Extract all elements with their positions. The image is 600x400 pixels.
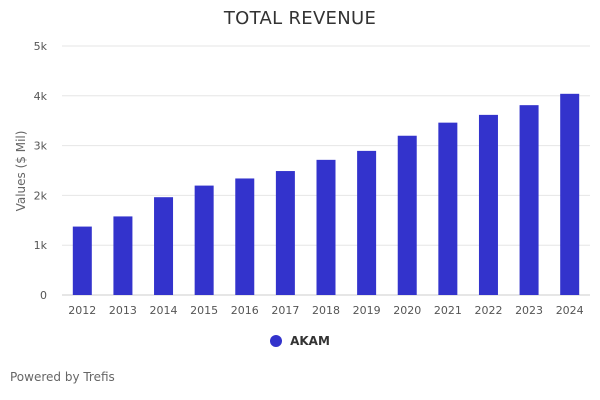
x-tick-label: 2023 bbox=[515, 304, 543, 317]
y-tick-label: 4k bbox=[34, 90, 48, 103]
y-tick-label: 0 bbox=[40, 289, 47, 302]
y-axis-ticks: 0 1k 2k 3k 4k 5k bbox=[34, 40, 48, 302]
legend: AKAM bbox=[0, 334, 600, 348]
bar-2024[interactable] bbox=[560, 93, 580, 295]
x-tick-label: 2021 bbox=[434, 304, 462, 317]
x-tick-label: 2015 bbox=[190, 304, 218, 317]
bar-2014[interactable] bbox=[154, 197, 174, 295]
bar-2016[interactable] bbox=[235, 178, 255, 295]
legend-label: AKAM bbox=[290, 334, 330, 348]
bar-2015[interactable] bbox=[194, 185, 214, 295]
legend-swatch-icon bbox=[270, 335, 283, 347]
bar-2013[interactable] bbox=[113, 216, 133, 295]
bars bbox=[72, 93, 580, 295]
legend-item-akam[interactable]: AKAM bbox=[270, 334, 330, 348]
bar-2022[interactable] bbox=[478, 114, 498, 295]
y-tick-label: 5k bbox=[34, 40, 48, 53]
x-tick-label: 2018 bbox=[312, 304, 340, 317]
x-tick-label: 2017 bbox=[271, 304, 299, 317]
bar-2023[interactable] bbox=[519, 105, 539, 295]
x-tick-label: 2019 bbox=[353, 304, 381, 317]
x-tick-label: 2022 bbox=[474, 304, 502, 317]
chart-title: TOTAL REVENUE bbox=[223, 8, 377, 29]
x-tick-label: 2024 bbox=[556, 304, 584, 317]
y-tick-label: 3k bbox=[34, 140, 48, 153]
bar-2019[interactable] bbox=[357, 150, 377, 295]
x-axis-ticks: 2012 2013 2014 2015 2016 2017 2018 2019 2020 2021… bbox=[68, 304, 583, 317]
bar-2020[interactable] bbox=[397, 135, 417, 295]
bar-2012[interactable] bbox=[72, 226, 92, 295]
bar-2021[interactable] bbox=[438, 122, 458, 295]
bar-2017[interactable] bbox=[275, 171, 295, 295]
powered-by-credit: Powered by Trefis bbox=[10, 370, 115, 384]
x-tick-label: 2012 bbox=[68, 304, 96, 317]
x-tick-label: 2020 bbox=[393, 304, 421, 317]
y-axis-label: Values ($ Mil) bbox=[14, 131, 28, 212]
x-tick-label: 2013 bbox=[109, 304, 137, 317]
y-tick-label: 2k bbox=[34, 189, 48, 202]
x-tick-label: 2014 bbox=[150, 304, 178, 317]
y-tick-label: 1k bbox=[34, 239, 48, 252]
bar-2018[interactable] bbox=[316, 159, 336, 295]
x-tick-label: 2016 bbox=[231, 304, 259, 317]
